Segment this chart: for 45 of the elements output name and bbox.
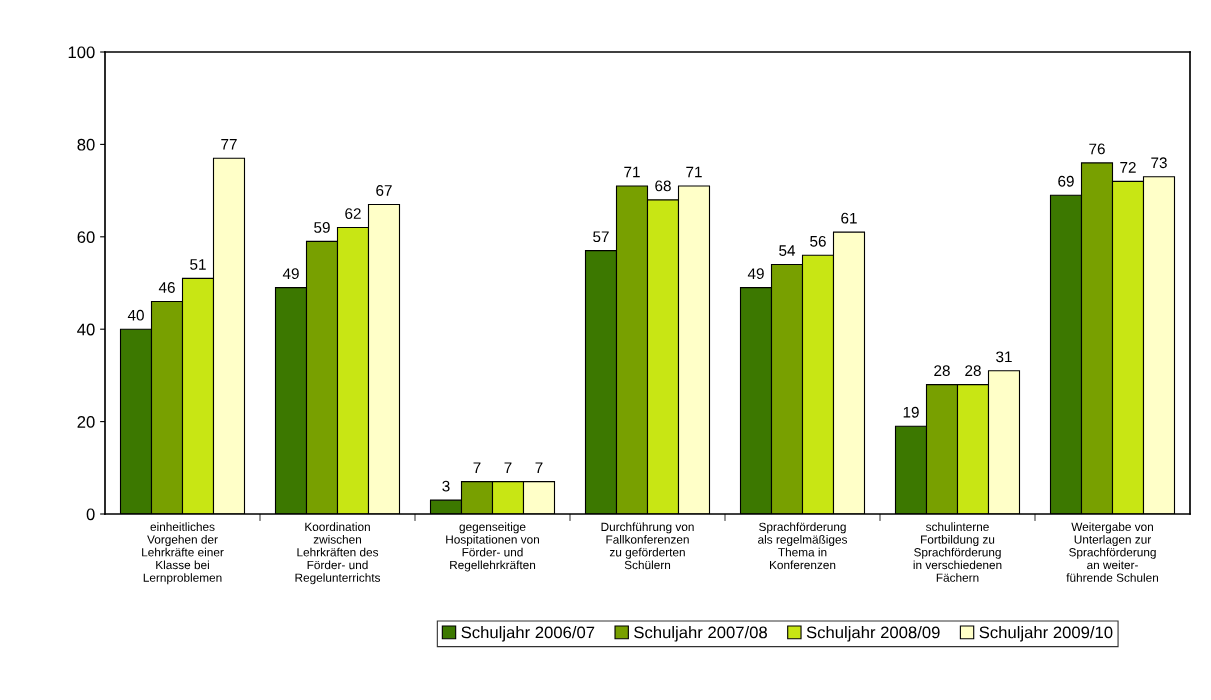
data-label: 7: [473, 462, 481, 473]
y-tick-label: 80: [77, 138, 95, 151]
data-label: 62: [345, 208, 361, 219]
y-tick-label: 40: [77, 323, 95, 336]
data-label: 67: [376, 185, 392, 196]
legend-label: Schuljahr 2006/07: [461, 626, 595, 642]
x-tick-label: Weitergabe von Unterlagen zur Sprachförderung an weiter- führende Schulen: [1066, 522, 1159, 582]
x-tick-label: gegenseitige Hospitationen von Förder- und Regellehrkräften: [446, 522, 539, 572]
x-tick-label: schulinterne Fortbildung zu Sprachförderung in verschiedenen Fächern: [913, 522, 1002, 582]
y-tick-label: 60: [77, 231, 95, 243]
data-label: 46: [158, 282, 175, 293]
data-label: 28: [965, 365, 981, 377]
x-tick-label: Durchführung von Fallkonferenzen zu geförderten Schülern: [601, 522, 694, 570]
legend-label: Schuljahr 2007/08: [634, 626, 767, 642]
legend-label: Schuljahr 2009/10: [979, 626, 1113, 642]
data-label: 61: [841, 212, 857, 224]
data-label: 56: [810, 235, 826, 247]
data-label: 3: [442, 480, 450, 492]
x-tick-label: Sprachförderung als regelmäßiges Thema in Konferenzen: [758, 522, 848, 570]
data-label: 72: [1120, 161, 1136, 173]
data-label: 49: [747, 268, 764, 280]
data-label: 71: [686, 166, 702, 178]
y-tick-label: 20: [77, 416, 95, 428]
legend-label: Schuljahr 2008/09: [806, 626, 940, 642]
data-label: 28: [934, 365, 950, 377]
data-label: 51: [190, 259, 206, 270]
data-label: 31: [996, 351, 1012, 363]
y-tick-label: 0: [86, 508, 95, 521]
data-label: 7: [535, 462, 543, 473]
x-tick-label: Koordination zwischen Lehrkräften des Förder- und Regelunterrichts: [295, 522, 381, 585]
data-label: 69: [1058, 175, 1074, 187]
data-label: 68: [655, 180, 671, 192]
data-label: 7: [504, 462, 512, 473]
data-label: 76: [1089, 143, 1105, 155]
data-label: 73: [1151, 157, 1167, 169]
y-tick-label: 100: [68, 46, 95, 59]
x-tick-label: einheitliches Vorgehen der Lehrkräfte einer Klasse bei Lernproblemen: [142, 522, 224, 585]
data-label: 71: [624, 166, 640, 178]
data-label: 40: [127, 309, 144, 321]
data-label: 54: [779, 245, 796, 256]
data-label: 59: [314, 222, 330, 233]
data-label: 19: [903, 406, 919, 418]
data-label: 77: [221, 139, 237, 150]
data-label: 49: [282, 268, 299, 280]
data-label: 57: [593, 231, 609, 243]
